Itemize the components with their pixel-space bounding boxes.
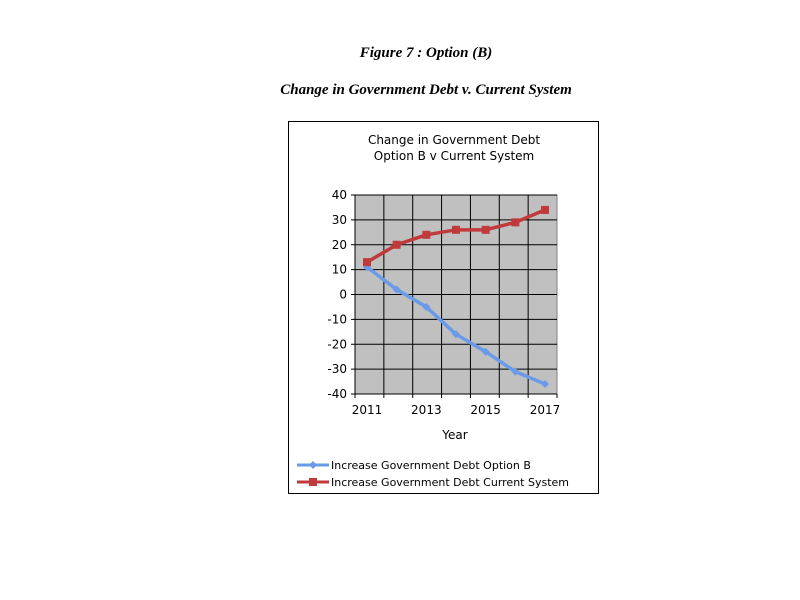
y-tick-label: -30: [327, 362, 347, 376]
chart-title-line: Option B v Current System: [374, 149, 534, 163]
figure-title: Figure 7 : Option (B): [359, 45, 493, 61]
y-tick-label: -20: [327, 337, 347, 351]
data-point: [363, 258, 371, 267]
legend-marker: [309, 478, 317, 486]
y-tick-label: 30: [332, 213, 347, 227]
x-tick-label: 2011: [352, 403, 383, 417]
data-point: [481, 225, 490, 234]
data-point: [452, 225, 460, 234]
legend-label: Increase Government Debt Current System: [331, 476, 569, 489]
chart-frame: Change in Government Debt Option B v Curr…: [288, 121, 599, 494]
x-tick-label: 2017: [530, 403, 561, 417]
data-point: [541, 380, 549, 389]
x-tick-label: 2013: [411, 403, 442, 417]
y-tick-label: -40: [327, 387, 347, 401]
y-tick-label: 0: [339, 288, 347, 302]
y-tick-label: 10: [332, 263, 347, 277]
y-tick-label: 40: [332, 188, 347, 202]
y-tick-label: -10: [327, 312, 347, 326]
data-point: [541, 205, 549, 214]
data-point: [422, 302, 431, 311]
data-point: [481, 347, 490, 356]
data-point: [511, 218, 520, 227]
x-axis-label: Year: [441, 428, 467, 442]
legend-label: Increase Government Debt Option B: [331, 459, 531, 472]
legend-marker: [309, 461, 317, 469]
figure-caption: Change in Government Debt v. Current Sys…: [280, 82, 572, 98]
x-tick-label: 2015: [470, 403, 501, 417]
data-point: [392, 240, 401, 249]
chart-title-line: Change in Government Debt: [368, 133, 540, 147]
data-point: [452, 330, 460, 339]
y-tick-label: 20: [332, 238, 347, 252]
data-point: [422, 230, 431, 239]
data-point: [511, 367, 520, 376]
line-chart: Change in Government Debt Option B v Curr…: [297, 133, 569, 489]
data-point: [392, 285, 401, 294]
